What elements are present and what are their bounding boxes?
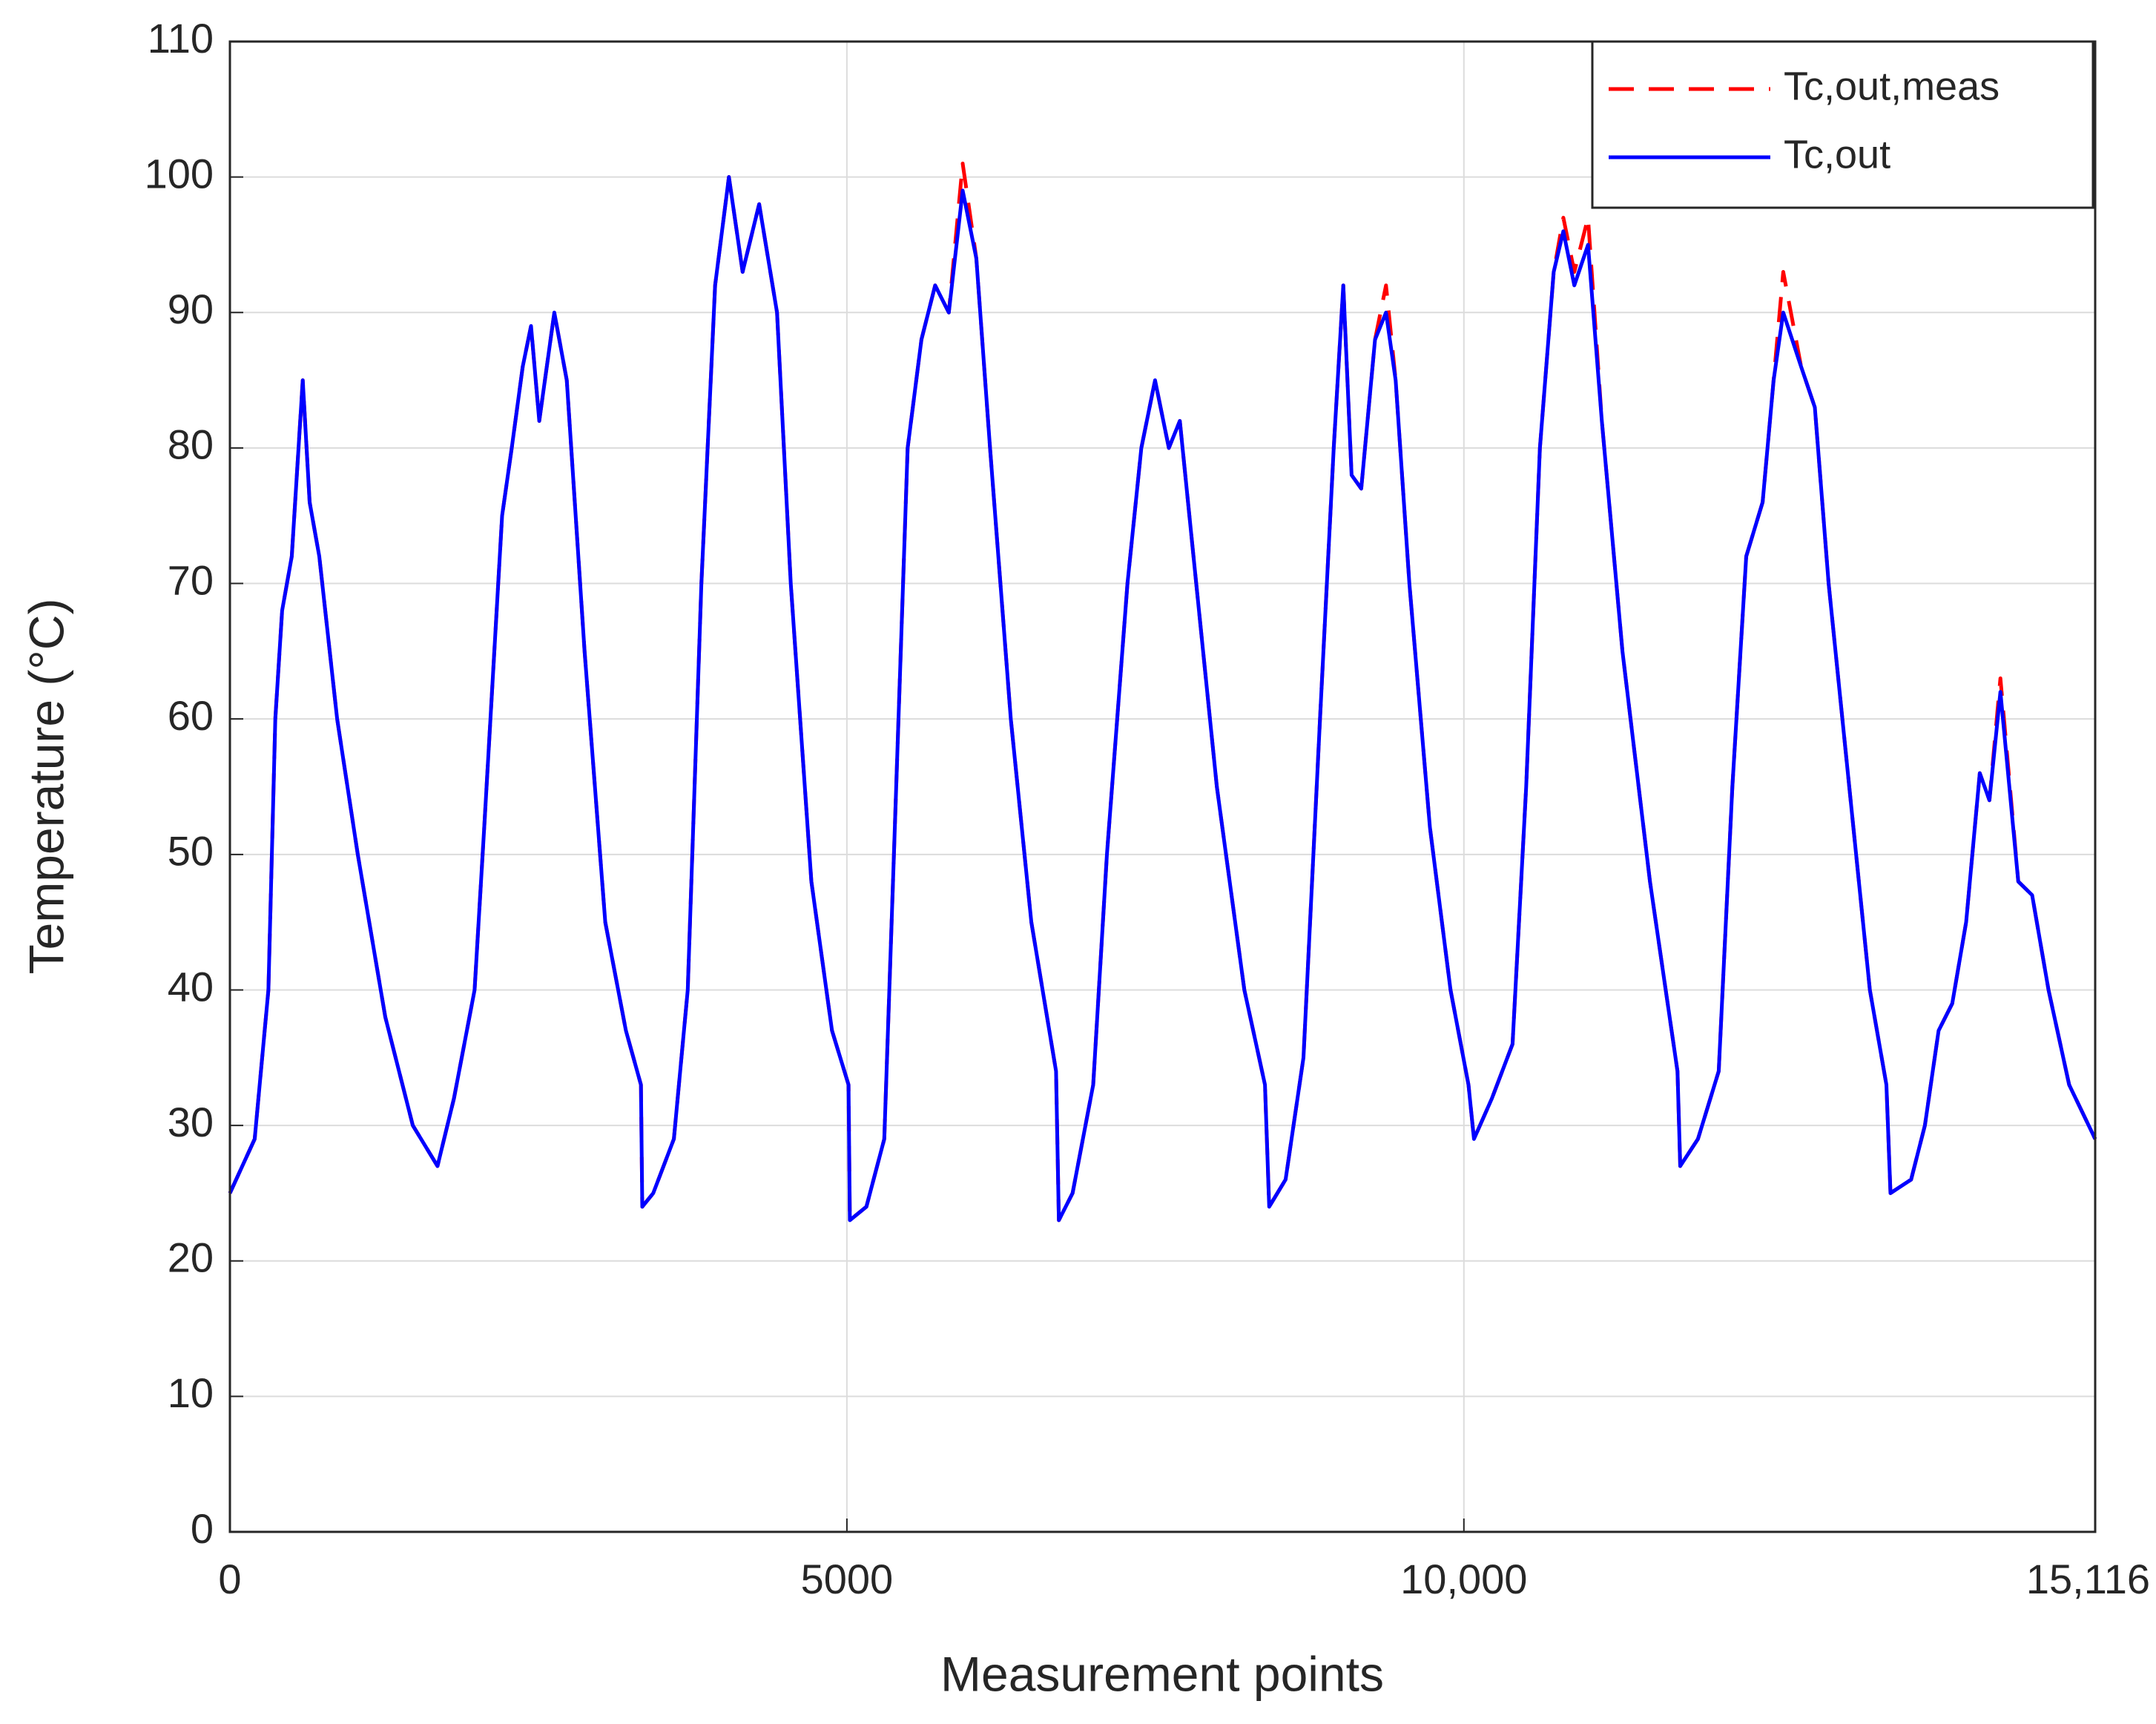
y-tick-label: 60 bbox=[168, 692, 214, 739]
y-tick-label: 80 bbox=[168, 421, 214, 468]
plot-area bbox=[230, 42, 2095, 1532]
plot-border bbox=[228, 40, 2097, 1533]
y-tick-label: 70 bbox=[168, 556, 214, 603]
x-axis-label: Measurement points bbox=[940, 1646, 1384, 1701]
y-tick-label: 50 bbox=[168, 828, 214, 875]
y-tick-label: 20 bbox=[168, 1234, 214, 1281]
data-line bbox=[228, 175, 2097, 1223]
x-tick-label: 10,000 bbox=[1400, 1556, 1527, 1602]
legend: Tc,out,meas Tc,out bbox=[1591, 40, 2094, 209]
y-tick-label: 110 bbox=[148, 15, 214, 62]
x-tick-label: 0 bbox=[218, 1556, 241, 1602]
y-tick-label: 100 bbox=[145, 150, 214, 197]
y-tick-label: 30 bbox=[168, 1099, 214, 1145]
y-tick-label: 0 bbox=[191, 1505, 214, 1552]
x-tick-label: 5000 bbox=[801, 1556, 894, 1602]
legend-label: Tc,out,meas bbox=[1784, 64, 2000, 108]
y-axis-label: Temperature (°C) bbox=[19, 599, 73, 975]
y-tick-label: 40 bbox=[168, 963, 214, 1010]
y-tick-label: 10 bbox=[168, 1369, 214, 1416]
x-tick-label: 15,116 bbox=[2026, 1556, 2150, 1602]
legend-label: Tc,out bbox=[1784, 132, 1890, 177]
legend-box bbox=[1591, 40, 2094, 209]
y-tick-label: 90 bbox=[168, 286, 214, 332]
